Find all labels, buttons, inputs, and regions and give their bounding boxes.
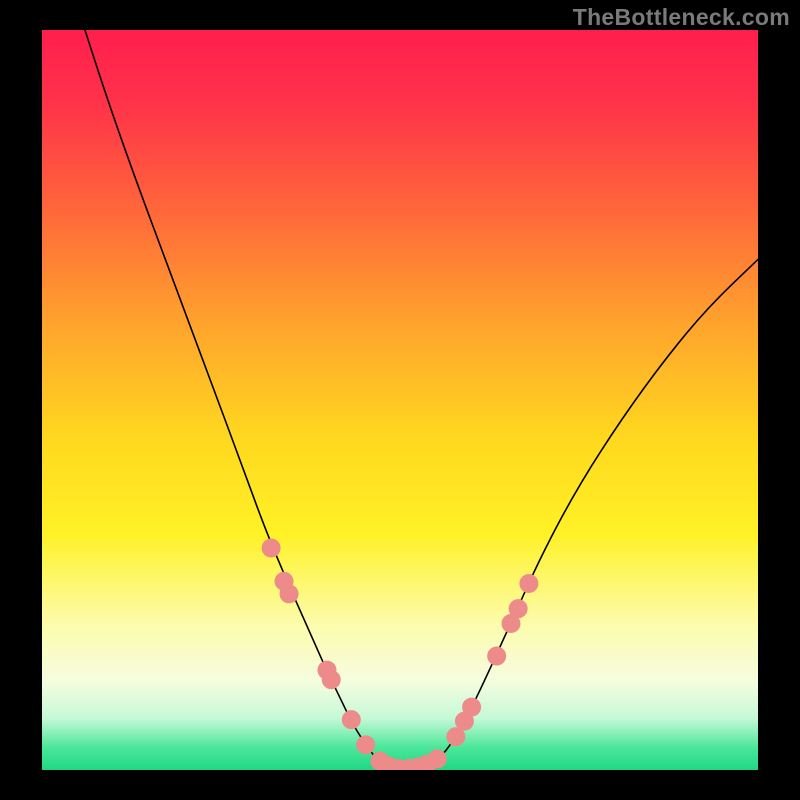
- data-marker: [322, 670, 341, 689]
- data-marker: [509, 599, 528, 618]
- watermark-text: TheBottleneck.com: [573, 4, 790, 31]
- plot-area: [42, 30, 758, 770]
- data-marker: [342, 710, 361, 729]
- data-marker: [356, 735, 375, 754]
- data-marker: [262, 539, 281, 558]
- data-marker: [487, 647, 506, 666]
- curve-segment: [85, 30, 758, 769]
- data-marker: [428, 749, 447, 768]
- data-marker: [462, 698, 481, 717]
- data-marker: [519, 574, 538, 593]
- bottleneck-curve: [42, 30, 758, 770]
- stage: TheBottleneck.com: [0, 0, 800, 800]
- data-marker: [280, 584, 299, 603]
